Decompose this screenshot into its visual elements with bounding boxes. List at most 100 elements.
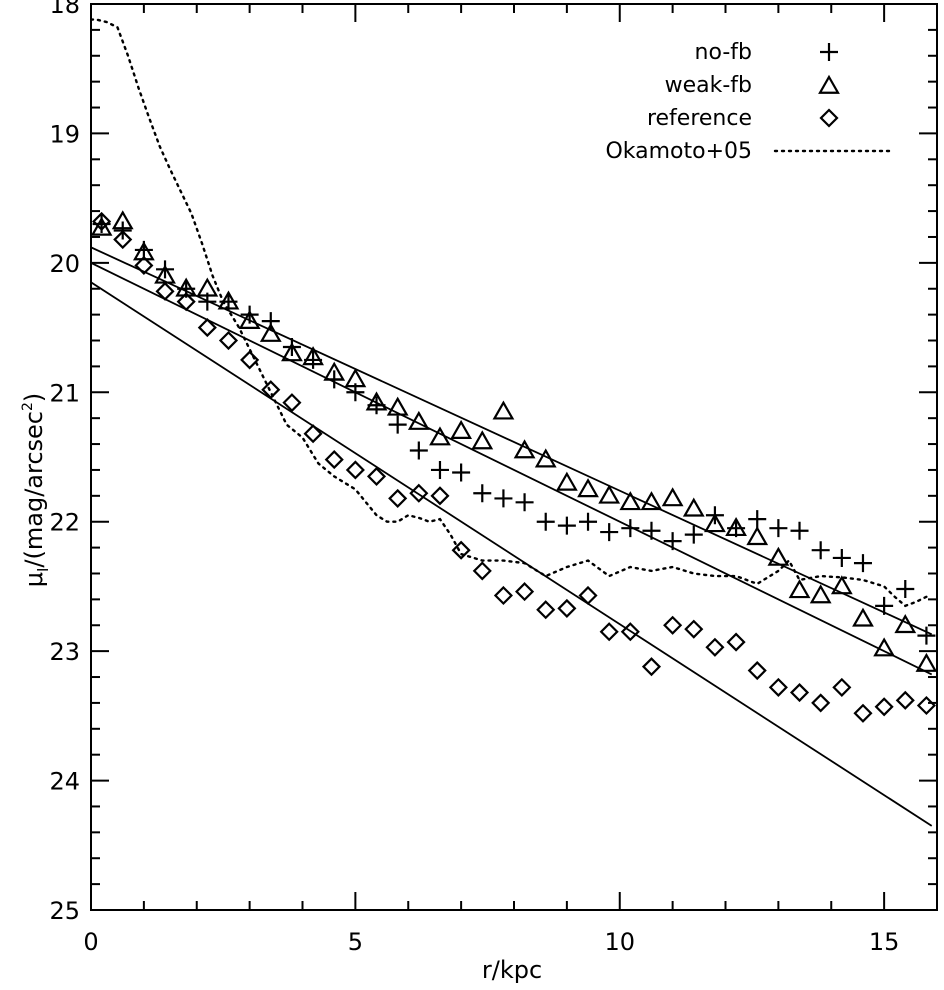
point-no-fb [748, 510, 767, 529]
point-no-fb [430, 460, 449, 479]
point-no-fb [642, 521, 661, 540]
point-reference [811, 693, 831, 713]
legend-label-reference: reference [647, 106, 752, 131]
point-no-fb [811, 541, 830, 560]
point-reference [134, 255, 154, 276]
point-weak-fb [238, 309, 261, 329]
point-reference [261, 380, 281, 400]
fit-line-3 [91, 281, 933, 827]
legend-mark-reference [819, 108, 839, 128]
x-tick-label: 15 [869, 928, 900, 956]
point-weak-fb [725, 516, 747, 537]
point-reference [388, 488, 408, 508]
y-tick-label: 20 [49, 250, 80, 278]
point-weak-fb [471, 430, 494, 450]
y-axis-label-main: μ [20, 572, 48, 587]
legend-label-no-fb: no-fb [695, 40, 752, 65]
point-weak-fb [661, 487, 684, 507]
legend-mark-weak-fb [818, 74, 840, 94]
point-reference [176, 292, 196, 312]
point-weak-fb [894, 614, 917, 634]
point-no-fb [452, 463, 471, 482]
point-weak-fb [281, 342, 303, 362]
series-layer [91, 18, 937, 723]
series-triangle [91, 210, 937, 672]
point-reference [874, 697, 894, 717]
point-no-fb [663, 532, 682, 551]
point-reference [113, 230, 133, 250]
x-tick-label: 5 [348, 928, 363, 956]
point-weak-fb [873, 637, 896, 657]
point-no-fb [769, 519, 788, 538]
point-reference [620, 622, 640, 642]
point-weak-fb [175, 277, 198, 297]
point-no-fb [557, 516, 576, 535]
point-no-fb [875, 596, 894, 615]
point-reference [599, 622, 619, 642]
point-reference [303, 424, 323, 444]
point-reference [218, 330, 239, 351]
point-weak-fb [619, 491, 642, 511]
point-weak-fb [344, 368, 367, 388]
point-reference [536, 600, 556, 620]
point-weak-fb [513, 439, 536, 459]
y-tick-label: 18 [49, 0, 80, 19]
fit-lines-layer [91, 246, 933, 827]
point-reference [789, 683, 810, 703]
point-weak-fb [302, 346, 324, 366]
point-reference [557, 598, 577, 618]
point-weak-fb [386, 396, 409, 416]
series-dotted-line [91, 18, 928, 608]
point-no-fb [621, 519, 640, 538]
point-reference [895, 690, 915, 710]
point-no-fb [409, 441, 428, 460]
legend-mark-no-fb [820, 43, 838, 61]
point-reference [705, 637, 725, 657]
x-axis-label: r/kpc [482, 956, 542, 984]
point-weak-fb [830, 575, 853, 595]
point-weak-fb [809, 584, 832, 604]
x-tick-label: 0 [83, 928, 98, 956]
legend-label-weak-fb: weak-fb [665, 73, 752, 98]
point-reference [726, 632, 746, 652]
okamoto-line [91, 18, 928, 608]
legend-label-okamoto: Okamoto+05 [605, 139, 752, 164]
point-weak-fb [788, 579, 811, 599]
point-no-fb [579, 512, 598, 531]
point-weak-fb [534, 448, 557, 468]
tick-labels-layer: 0 5 10 15 18 19 20 21 22 23 24 25 [49, 0, 899, 956]
point-weak-fb [429, 426, 451, 446]
point-weak-fb [598, 484, 621, 504]
point-weak-fb [704, 513, 726, 533]
y-axis-label-rest: /(mag/arcsec [20, 411, 48, 568]
point-reference [832, 677, 852, 697]
legend: no-fb weak-fb reference Okamoto+05 [605, 40, 892, 164]
point-weak-fb [111, 210, 134, 230]
point-no-fb [240, 305, 259, 324]
point-no-fb [473, 484, 492, 503]
point-weak-fb [555, 471, 578, 491]
series-diamond [92, 211, 936, 723]
point-reference [472, 561, 492, 581]
point-weak-fb [450, 419, 473, 439]
y-axis-label-sub: I [34, 568, 52, 572]
point-reference [747, 661, 767, 681]
point-weak-fb [682, 497, 705, 517]
point-weak-fb [746, 526, 769, 546]
point-reference [663, 615, 683, 635]
point-weak-fb [259, 322, 282, 342]
y-tick-label: 22 [49, 509, 80, 537]
y-tick-label: 23 [49, 638, 80, 666]
point-no-fb [515, 493, 534, 512]
point-reference [641, 657, 662, 677]
point-reference [430, 486, 450, 506]
point-weak-fb [365, 391, 388, 411]
point-reference [684, 619, 704, 639]
point-reference [324, 450, 344, 470]
point-reference [155, 281, 175, 301]
point-no-fb [494, 489, 513, 508]
y-axis-label: μI/(mag/arcsec2) [20, 393, 52, 588]
point-weak-fb [640, 491, 663, 511]
point-reference [451, 540, 471, 560]
